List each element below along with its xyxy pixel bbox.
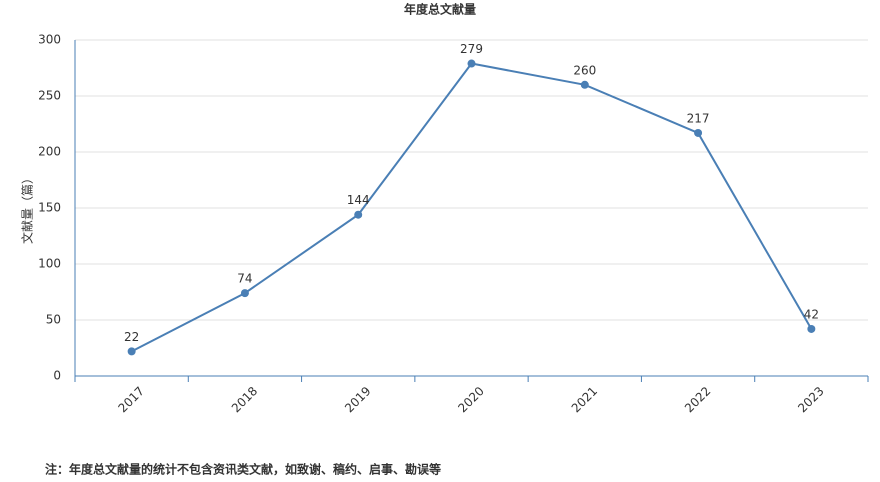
note: 注：年度总文献量的统计不包含资讯类文献，如致谢、稿约、启事、勘误等 — [45, 462, 441, 477]
point — [467, 59, 476, 68]
data-label: 42 — [804, 307, 819, 321]
y-tick-label: 50 — [46, 313, 61, 327]
x-tick-label: 2018 — [229, 384, 260, 415]
x-tick-label: 2023 — [795, 384, 826, 415]
y-tick-label: 100 — [38, 257, 61, 271]
data-label: 74 — [237, 272, 252, 286]
point — [354, 210, 363, 219]
x-tick-label: 2021 — [569, 384, 600, 415]
y-tick-label: 0 — [53, 369, 61, 383]
y-tick-label: 200 — [38, 145, 61, 159]
y-tick-label: 250 — [38, 89, 61, 103]
data-label: 279 — [460, 42, 483, 56]
point — [240, 289, 249, 298]
x-tick-label: 2017 — [116, 384, 147, 415]
x-tick-label: 2019 — [342, 384, 373, 415]
data-label: 144 — [347, 193, 370, 207]
x-tick-label: 2020 — [455, 384, 486, 415]
x-tick-label: 2022 — [682, 384, 713, 415]
chart-title: 年度总文献量 — [404, 2, 476, 17]
y-axis-label: 文献量（篇） — [20, 172, 35, 244]
line — [131, 62, 813, 353]
y-tick-label: 150 — [38, 201, 61, 215]
data-label: 217 — [687, 111, 710, 125]
point — [127, 347, 136, 356]
point — [580, 80, 589, 89]
data-label: 22 — [124, 330, 139, 344]
y-tick-label: 300 — [38, 33, 61, 47]
point — [694, 128, 703, 137]
point — [807, 324, 816, 333]
data-label: 260 — [573, 63, 596, 77]
